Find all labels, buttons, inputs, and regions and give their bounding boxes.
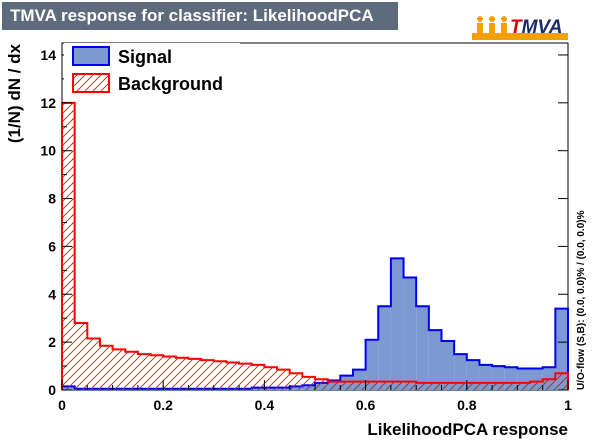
background-bar xyxy=(239,364,252,390)
y-tick-label: 2 xyxy=(48,334,56,350)
background-bar xyxy=(378,382,391,390)
background-bar xyxy=(543,379,556,390)
background-bar xyxy=(340,382,353,390)
background-bar xyxy=(429,383,442,390)
background-bar xyxy=(315,379,328,390)
legend-label-background: Background xyxy=(118,74,223,94)
background-bar xyxy=(201,360,214,390)
x-tick-label: 0 xyxy=(58,397,66,413)
signal-bar xyxy=(404,278,417,390)
x-axis-title: LikelihoodPCA response xyxy=(367,420,568,439)
background-bar xyxy=(517,383,530,390)
signal-bar xyxy=(429,330,442,390)
background-bar xyxy=(214,361,227,390)
background-bar xyxy=(100,346,113,390)
background-bar xyxy=(277,370,290,390)
background-bar xyxy=(125,352,138,390)
background-bar xyxy=(87,339,100,390)
background-bar xyxy=(252,365,265,390)
background-bar xyxy=(366,382,379,390)
background-outline xyxy=(62,103,568,390)
background-bar xyxy=(454,383,467,390)
y-tick-label: 12 xyxy=(40,95,56,111)
background-bar xyxy=(404,382,417,390)
x-tick-label: 1 xyxy=(564,397,572,413)
background-bar xyxy=(530,382,543,390)
background-bar xyxy=(302,377,315,390)
background-bar xyxy=(328,382,341,390)
x-tick-label: 0.6 xyxy=(356,397,376,413)
y-tick-label: 14 xyxy=(40,47,56,63)
signal-bar xyxy=(416,306,429,390)
signal-bar xyxy=(391,258,404,390)
x-tick-label: 0.8 xyxy=(457,397,477,413)
y-tick-label: 10 xyxy=(40,143,56,159)
legend-swatch-background xyxy=(73,74,109,92)
x-tick-label: 0.4 xyxy=(255,397,275,413)
y-tick-label: 6 xyxy=(48,238,56,254)
background-bar xyxy=(290,373,303,390)
legend-swatch-signal xyxy=(73,47,109,65)
background-bar xyxy=(138,354,151,390)
background-bar xyxy=(416,383,429,390)
legend: Signal Background xyxy=(64,43,240,97)
background-bar xyxy=(353,382,366,390)
background-bar xyxy=(264,367,277,390)
background-bar xyxy=(151,355,164,390)
background-bar xyxy=(391,382,404,390)
background-bar xyxy=(189,359,202,390)
overflow-note: U/O-flow (S,B): (0.0, 0.0)% / (0.0, 0.0)… xyxy=(576,210,587,390)
y-tick-label: 0 xyxy=(48,382,56,398)
background-bar xyxy=(163,356,176,390)
background-bar xyxy=(226,362,239,390)
background-bar xyxy=(492,383,505,390)
y-tick-label: 4 xyxy=(48,286,56,302)
signal-bar xyxy=(378,306,391,390)
background-bar xyxy=(479,383,492,390)
background-bar xyxy=(113,349,126,390)
x-tick-label: 0.2 xyxy=(153,397,173,413)
series-background xyxy=(62,103,568,390)
background-bar xyxy=(555,373,568,390)
background-bar xyxy=(505,383,518,390)
background-bar xyxy=(75,323,88,390)
y-axis-title: (1/N) dN / dx xyxy=(5,43,24,143)
background-bar xyxy=(176,358,189,390)
legend-label-signal: Signal xyxy=(118,47,172,67)
background-bar xyxy=(442,383,455,390)
y-tick-label: 8 xyxy=(48,191,56,207)
background-bar xyxy=(467,383,480,390)
